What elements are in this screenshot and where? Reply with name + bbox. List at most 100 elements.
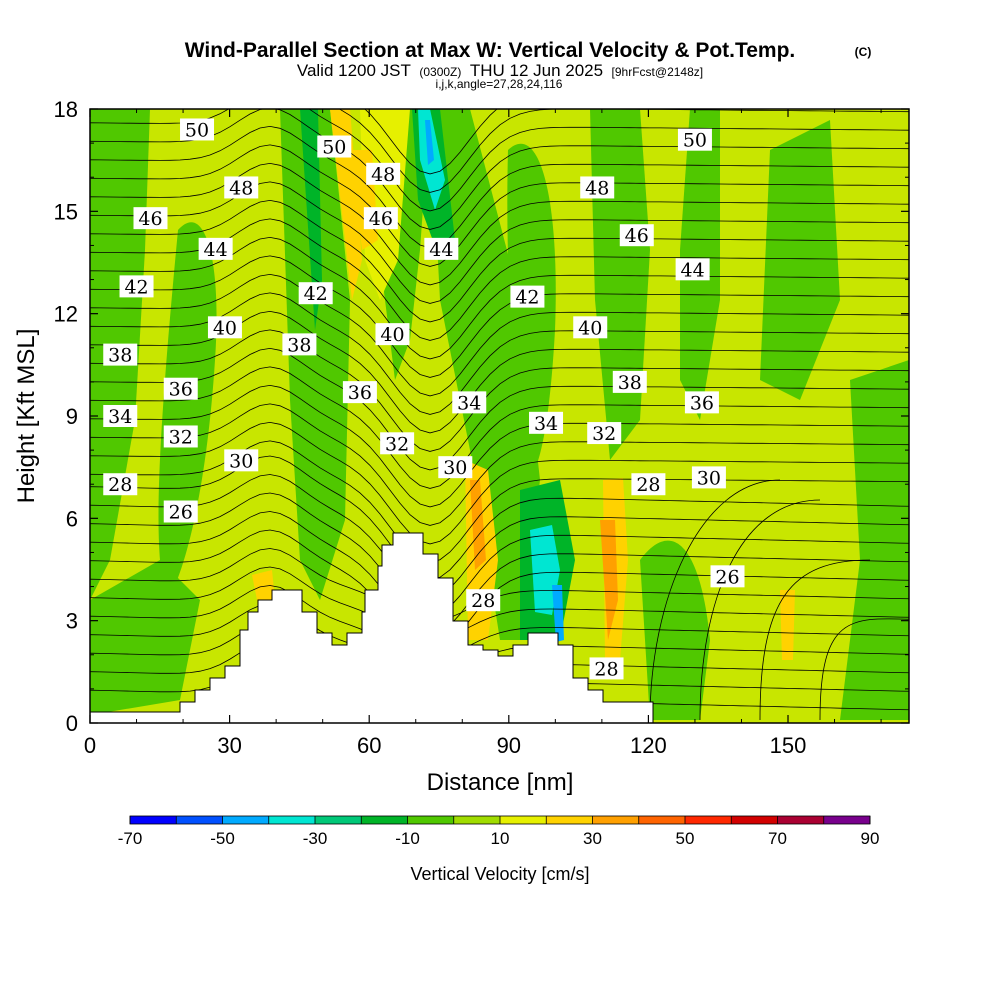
theta-contour-label-text: 40 (578, 317, 602, 339)
theta-contour-label: 42 (510, 285, 545, 309)
colorbar-swatch (638, 816, 686, 824)
y-tick-label: 3 (66, 609, 78, 634)
x-tick-label: 0 (84, 733, 96, 758)
theta-contour-label: 42 (298, 282, 333, 305)
theta-contour-label-text: 28 (471, 590, 495, 612)
theta-contour-label-text: 46 (625, 225, 649, 247)
theta-contour-label-text: 26 (715, 566, 739, 588)
chart-title: Wind-Parallel Section at Max W: Vertical… (185, 39, 796, 62)
theta-contour-label-text: 48 (585, 177, 609, 199)
colorbar-tick-label: 90 (861, 829, 880, 848)
colorbar-tick-label: 50 (676, 829, 695, 848)
y-tick-label: 0 (66, 711, 78, 736)
colorbar-swatch (453, 816, 501, 824)
x-tick-label: 30 (217, 733, 241, 758)
theta-contour-label: 28 (466, 589, 501, 612)
copyright-mark: (C) (855, 45, 872, 59)
theta-contour-label-text: 40 (213, 317, 237, 339)
y-tick-label: 9 (66, 404, 78, 429)
colorbar: -70 -50 -30 -10 10 30 50 70 90 (118, 815, 880, 848)
x-tick-label: 150 (770, 733, 807, 758)
theta-contour-label: 34 (452, 391, 487, 414)
x-axis: 0 30 60 90 120 150 (84, 109, 882, 758)
theta-contour-label-text: 42 (515, 287, 539, 309)
theta-contour-label-text: 42 (124, 276, 148, 298)
theta-contour-label: 44 (198, 237, 233, 261)
theta-contour-label: 38 (612, 370, 647, 394)
theta-contour-label-text: 38 (108, 345, 132, 367)
theta-contour-label-text: 38 (618, 372, 642, 394)
colorbar-tick-label: -30 (303, 829, 328, 848)
theta-contour-label: 38 (103, 343, 138, 367)
y-tick-label: 6 (66, 506, 78, 531)
colorbar-tick-label: -10 (395, 829, 420, 848)
theta-contour-label: 30 (224, 449, 259, 472)
theta-contour-label: 32 (380, 432, 415, 455)
theta-contour-label: 44 (675, 258, 710, 281)
theta-contour-label-text: 36 (169, 379, 193, 401)
x-tick-label: 60 (357, 733, 381, 758)
x-axis-label: Distance [nm] (427, 769, 574, 796)
theta-contour-label: 46 (619, 224, 654, 247)
theta-contour-label-text: 38 (287, 334, 311, 356)
plot-area: 50 50 50 48 48 48 46 46 46 44 44 44 42 42 42 40 40 40 38 38… (90, 109, 909, 723)
theta-contour-label-text: 44 (429, 239, 453, 261)
theta-contour-label: 36 (342, 381, 377, 404)
theta-contour-label-text: 32 (385, 433, 409, 455)
theta-contour-label: 50 (677, 128, 712, 152)
colorbar-swatch (315, 816, 362, 824)
colorbar-tick-label: -70 (118, 829, 143, 848)
colorbar-swatch (268, 816, 316, 824)
theta-contour-label-text: 48 (229, 177, 253, 199)
colorbar-label: Vertical Velocity [cm/s] (410, 864, 589, 884)
theta-contour-label-text: 46 (369, 208, 393, 230)
colorbar-tick-label: 30 (583, 829, 602, 848)
theta-contour-label-text: 30 (443, 457, 467, 479)
colorbar-swatch (176, 816, 223, 824)
x-tick-label: 90 (497, 733, 521, 758)
theta-contour-label: 38 (282, 333, 317, 356)
theta-contour-label: 48 (366, 162, 401, 186)
theta-contour-label: 34 (103, 405, 138, 428)
theta-contour-label-text: 36 (348, 382, 372, 404)
theta-contour-label: 50 (180, 118, 215, 141)
theta-contour-label-text: 48 (371, 164, 395, 186)
theta-contour-label-text: 50 (683, 130, 707, 152)
theta-contour-label-text: 40 (380, 324, 404, 346)
theta-contour-label: 36 (684, 391, 719, 414)
theta-contour-label-text: 34 (457, 392, 481, 414)
theta-contour-label-text: 32 (169, 426, 193, 448)
theta-contour-label: 28 (103, 473, 138, 496)
theta-contour-label: 34 (529, 411, 564, 435)
valid-time: Valid 1200 JST (0300Z) THU 12 Jun 2025 [… (297, 61, 703, 80)
theta-contour-label: 26 (163, 500, 198, 524)
colorbar-tick-label: -50 (210, 829, 235, 848)
theta-contour-label: 48 (580, 176, 615, 199)
colorbar-swatch (222, 816, 270, 824)
colorbar-swatch (592, 816, 640, 824)
colorbar-swatch (500, 816, 547, 824)
theta-contour-label-text: 36 (690, 392, 714, 414)
colorbar-swatch (823, 816, 871, 824)
theta-contour-labels: 50 50 50 48 48 48 46 46 46 44 44 44 42 42 42 40 40 40 38 38… (103, 118, 745, 680)
colorbar-swatch (731, 816, 778, 824)
theta-contour-label-text: 28 (108, 474, 132, 496)
colorbar-swatch (777, 816, 825, 824)
colorbar-swatch (407, 816, 455, 824)
colorbar-swatch (546, 816, 593, 824)
y-tick-label: 12 (54, 302, 78, 327)
theta-contour-label: 30 (691, 466, 726, 489)
theta-contour-label-text: 42 (304, 283, 328, 305)
theta-contour-label: 28 (631, 473, 666, 496)
theta-contour-label: 42 (119, 275, 154, 298)
theta-contour-label-text: 30 (697, 467, 721, 489)
theta-contour-label-text: 34 (534, 413, 558, 435)
theta-contour-label: 50 (317, 135, 352, 159)
theta-contour-label-text: 44 (681, 259, 705, 281)
theta-contour-label-text: 46 (138, 208, 162, 230)
theta-contour-label-text: 50 (185, 119, 209, 141)
colorbar-swatch (685, 816, 732, 824)
colorbar-tick-label: 70 (768, 829, 787, 848)
grid-params: i,j,k,angle=27,28,24,116 (436, 77, 563, 91)
